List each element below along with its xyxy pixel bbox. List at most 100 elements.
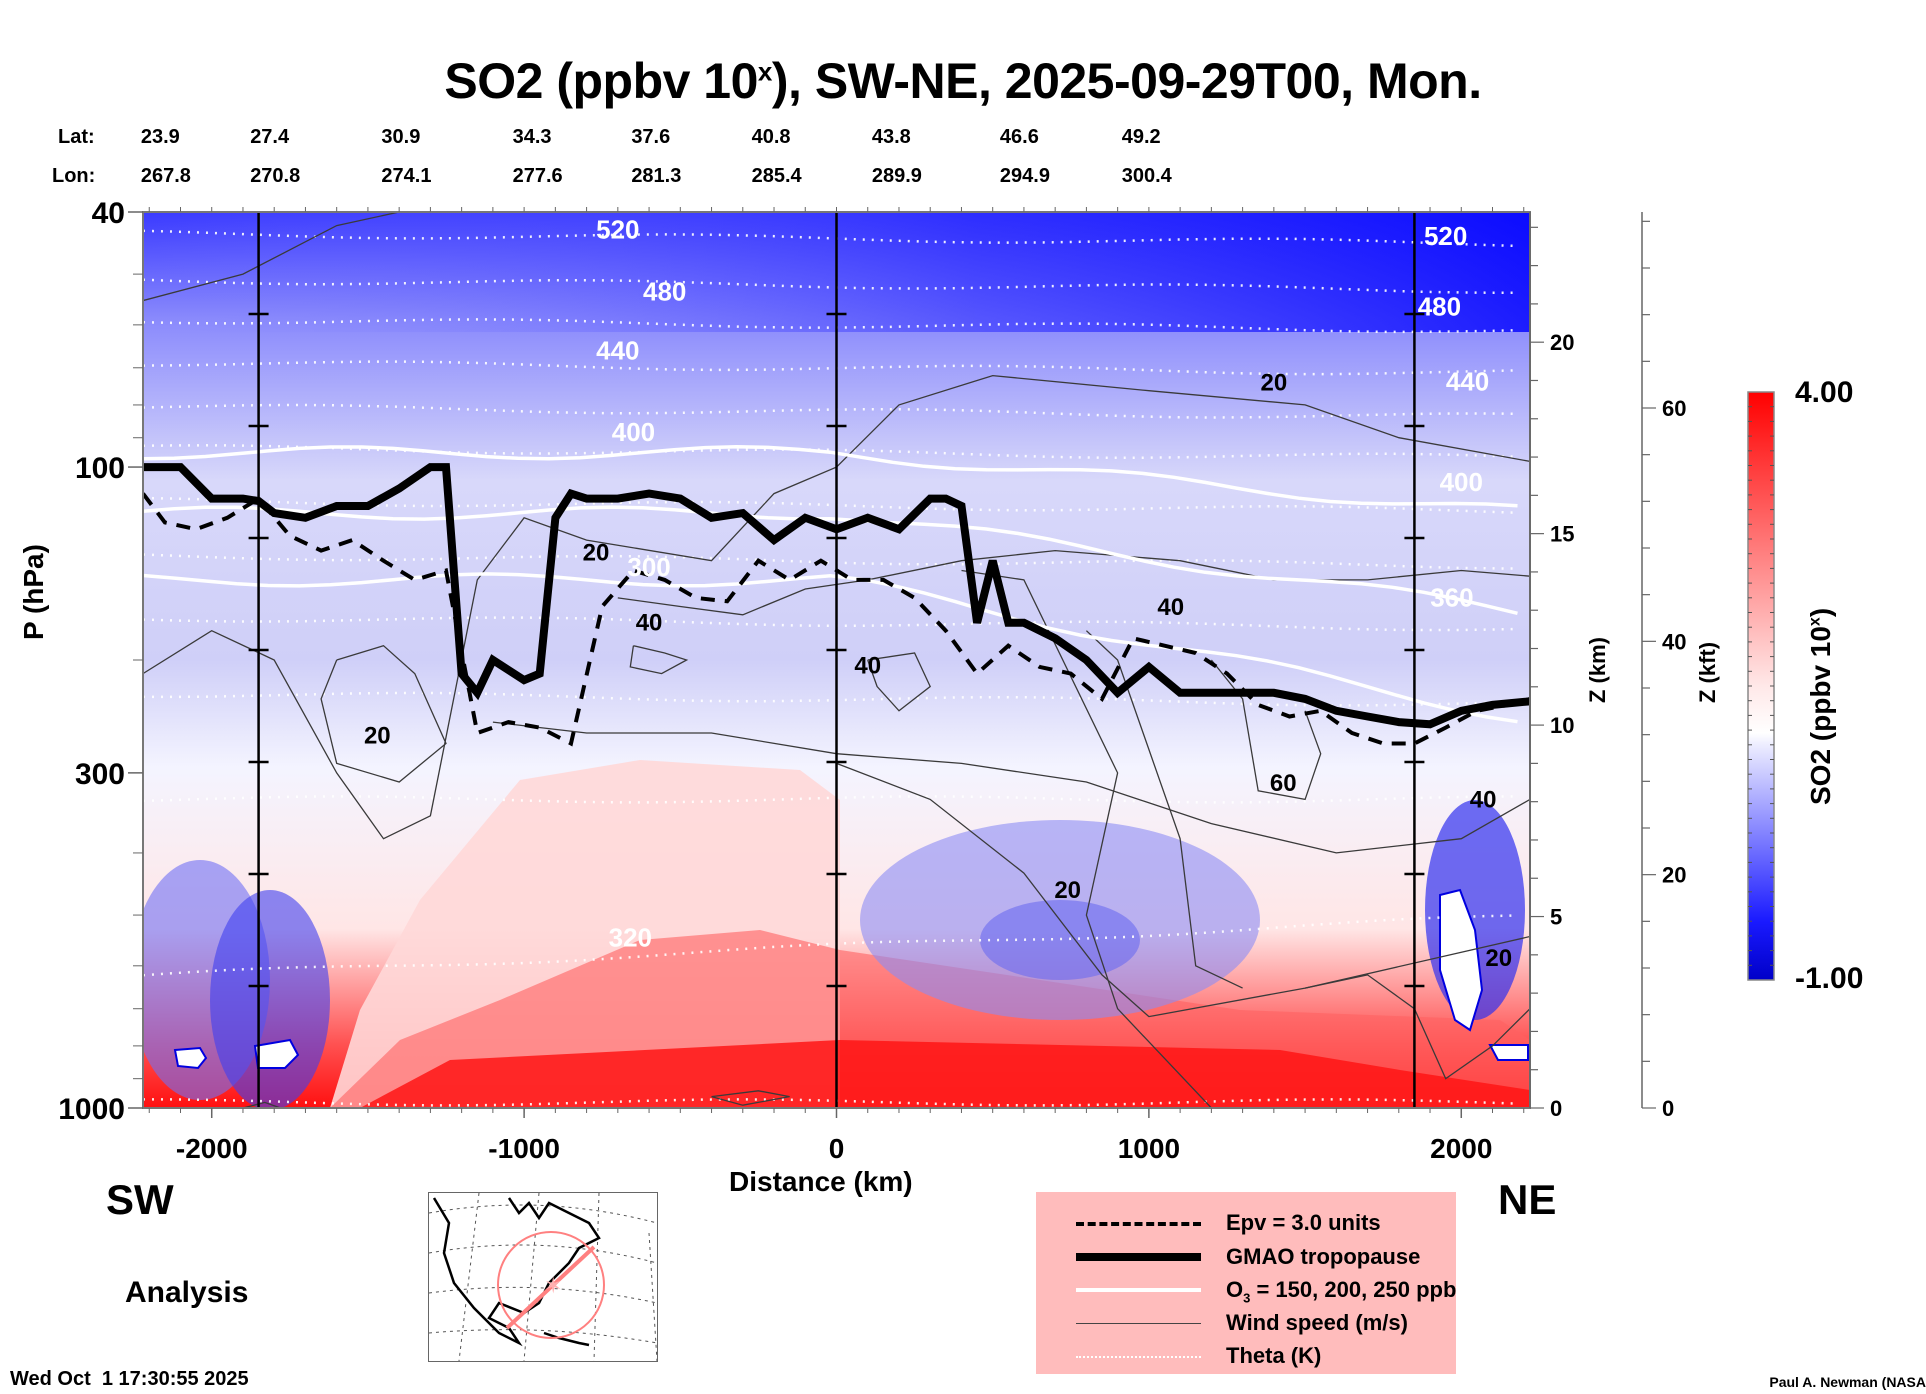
lat-label: Lat: bbox=[58, 126, 95, 148]
legend: Epv = 3.0 units GMAO tropopause O3 = 150… bbox=[1036, 1192, 1456, 1374]
legend-o3-label: O3 = 150, 200, 250 ppb bbox=[1226, 1277, 1457, 1306]
legend-o3-swatch bbox=[1076, 1288, 1201, 1292]
colorbar bbox=[1747, 391, 1775, 981]
z-km-tick-label: 5 bbox=[1550, 905, 1562, 930]
so2-white-patch-right bbox=[1439, 888, 1484, 1032]
x-tick-label: 2000 bbox=[1430, 1133, 1492, 1164]
direction-ne: NE bbox=[1498, 1176, 1557, 1223]
map-inset: ✶ bbox=[428, 1192, 658, 1362]
wind-contour bbox=[711, 1090, 790, 1106]
x-axis-label: Distance (km) bbox=[729, 1166, 913, 1197]
theta-label: 480 bbox=[643, 277, 686, 307]
so2-blob-red-strong bbox=[360, 1040, 1530, 1108]
lon-label: Lon: bbox=[52, 165, 96, 187]
o3-isoline bbox=[143, 445, 1518, 508]
lat-value: 40.8 bbox=[751, 126, 791, 148]
colorbar-max-label: 4.00 bbox=[1795, 376, 1854, 409]
legend-item-o3: O3 = 150, 200, 250 ppb bbox=[1036, 1273, 1456, 1307]
o3-isoline bbox=[143, 572, 1518, 724]
y-tick-label: 100 bbox=[75, 452, 125, 485]
lat-value: 30.9 bbox=[381, 126, 421, 148]
lon-value: 267.8 bbox=[140, 165, 191, 187]
wind-label: 40 bbox=[854, 653, 881, 680]
lon-value: 274.1 bbox=[381, 165, 432, 187]
lon-value: 285.4 bbox=[751, 165, 802, 187]
wind-contour bbox=[492, 721, 1530, 854]
so2-blob-blue-center2 bbox=[980, 900, 1140, 980]
o3-isoline bbox=[143, 505, 1518, 616]
so2-white-patch-left bbox=[173, 1046, 208, 1070]
legend-wind-label: Wind speed (m/s) bbox=[1226, 1310, 1408, 1335]
wind-label: 20 bbox=[1485, 945, 1512, 972]
legend-tropopause-label: GMAO tropopause bbox=[1226, 1244, 1421, 1269]
wind-label: 40 bbox=[1157, 594, 1184, 621]
theta-label: 440 bbox=[596, 336, 639, 366]
z-kft-label: Z (kft) bbox=[1695, 641, 1720, 703]
lat-value: 43.8 bbox=[871, 126, 911, 148]
theta-label: 440 bbox=[1446, 367, 1489, 397]
lon-value: 277.6 bbox=[512, 165, 563, 187]
theta-label: 400 bbox=[1440, 467, 1483, 497]
so2-blob-blue-left2 bbox=[210, 890, 330, 1108]
z-km-tick-label: 15 bbox=[1550, 522, 1574, 547]
theta-label: 360 bbox=[1430, 582, 1473, 612]
wind-label: 20 bbox=[583, 540, 610, 567]
ozone-isolines bbox=[143, 445, 1518, 724]
analysis-label: Analysis bbox=[125, 1276, 249, 1309]
lon-value: 300.4 bbox=[1121, 165, 1172, 187]
lat-value: 34.3 bbox=[512, 126, 552, 148]
theta-label: 520 bbox=[1424, 221, 1467, 251]
map-center-star-icon: ✶ bbox=[544, 1273, 562, 1298]
wind-contour bbox=[1085, 630, 1243, 989]
z-km-label: Z (km) bbox=[1585, 637, 1610, 703]
colorbar-ticks bbox=[1748, 406, 1774, 966]
legend-theta-swatch bbox=[1076, 1356, 1201, 1358]
z-km-tick-label: 0 bbox=[1550, 1096, 1562, 1121]
contour-labels: 5204804404003003205204804404003602020402… bbox=[364, 215, 1512, 972]
x-tick-label: 0 bbox=[829, 1133, 845, 1164]
legend-tropopause-swatch bbox=[1076, 1253, 1201, 1261]
legend-theta-label: Theta (K) bbox=[1226, 1343, 1322, 1368]
y-tick-label: 1000 bbox=[58, 1093, 125, 1126]
wind-label: 20 bbox=[364, 723, 391, 750]
theta-label: 300 bbox=[627, 552, 670, 582]
map-caribbean-icon bbox=[543, 1331, 590, 1347]
wind-label: 20 bbox=[1260, 370, 1287, 397]
wind-label: 60 bbox=[1270, 770, 1297, 797]
map-coastline-icon bbox=[432, 1197, 601, 1347]
wind-contour bbox=[867, 652, 932, 712]
lon-value: 294.9 bbox=[999, 165, 1050, 187]
lat-value: 46.6 bbox=[999, 126, 1039, 148]
lon-value: 281.3 bbox=[631, 165, 682, 187]
z-km-tick-label: 20 bbox=[1550, 330, 1574, 355]
theta-label: 320 bbox=[609, 923, 652, 953]
vertical-markers bbox=[248, 212, 1425, 1108]
direction-sw: SW bbox=[106, 1176, 174, 1223]
wind-contour bbox=[143, 374, 1530, 840]
so2-white-patch-right2 bbox=[1488, 1044, 1529, 1061]
z-kft-tick-label: 40 bbox=[1662, 629, 1686, 654]
lat-value: 37.6 bbox=[631, 126, 671, 148]
colorbar-label: SO2 (ppbv 10x) bbox=[1805, 607, 1836, 805]
map-range-circle bbox=[497, 1231, 605, 1339]
z-kft-tick-label: 0 bbox=[1662, 1096, 1674, 1121]
lat-value: 23.9 bbox=[140, 126, 180, 148]
lon-value: 289.9 bbox=[871, 165, 922, 187]
so2-field: 5204804404003003205204804404003602020402… bbox=[143, 212, 1530, 1108]
tropopause-line bbox=[143, 463, 1530, 729]
z-kft-tick-label: 60 bbox=[1662, 396, 1686, 421]
timestamp: Wed Oct 1 17:30:55 2025 bbox=[10, 1368, 249, 1390]
y-tick-label: 40 bbox=[92, 197, 125, 230]
wind-contour bbox=[143, 212, 400, 302]
y-tick-label: 300 bbox=[75, 758, 125, 791]
wind-label: 40 bbox=[636, 610, 663, 637]
y-axis-label: P (hPa) bbox=[18, 544, 49, 640]
map-graticule bbox=[429, 1193, 657, 1361]
wind-contour bbox=[961, 569, 1306, 1108]
theta-label: 480 bbox=[1418, 291, 1461, 321]
legend-epv-swatch bbox=[1076, 1222, 1201, 1226]
z-kft-tick-label: 20 bbox=[1662, 863, 1686, 888]
colorbar-min-label: -1.00 bbox=[1795, 962, 1864, 995]
wind-contour bbox=[1304, 974, 1530, 1080]
